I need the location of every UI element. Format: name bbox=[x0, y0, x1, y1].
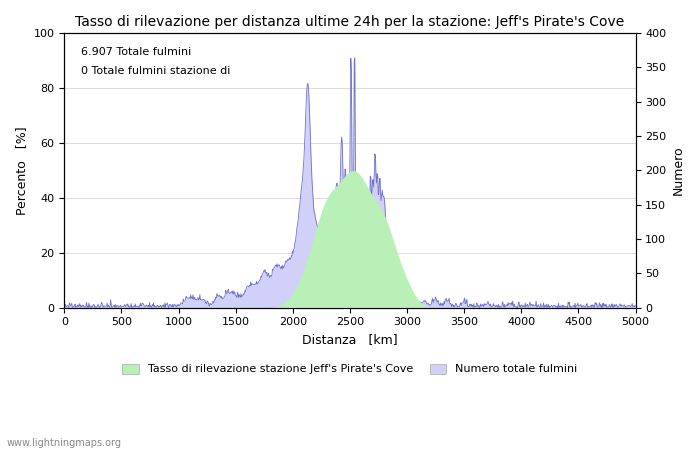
Text: www.lightningmaps.org: www.lightningmaps.org bbox=[7, 438, 122, 448]
Y-axis label: Percento   [%]: Percento [%] bbox=[15, 126, 28, 215]
X-axis label: Distanza   [km]: Distanza [km] bbox=[302, 333, 398, 346]
Title: Tasso di rilevazione per distanza ultime 24h per la stazione: Jeff's Pirate's Co: Tasso di rilevazione per distanza ultime… bbox=[76, 15, 624, 29]
Text: 0 Totale fulmini stazione di: 0 Totale fulmini stazione di bbox=[81, 66, 231, 76]
Y-axis label: Numero: Numero bbox=[672, 145, 685, 195]
Text: 6.907 Totale fulmini: 6.907 Totale fulmini bbox=[81, 47, 192, 57]
Legend: Tasso di rilevazione stazione Jeff's Pirate's Cove, Numero totale fulmini: Tasso di rilevazione stazione Jeff's Pir… bbox=[118, 359, 582, 379]
